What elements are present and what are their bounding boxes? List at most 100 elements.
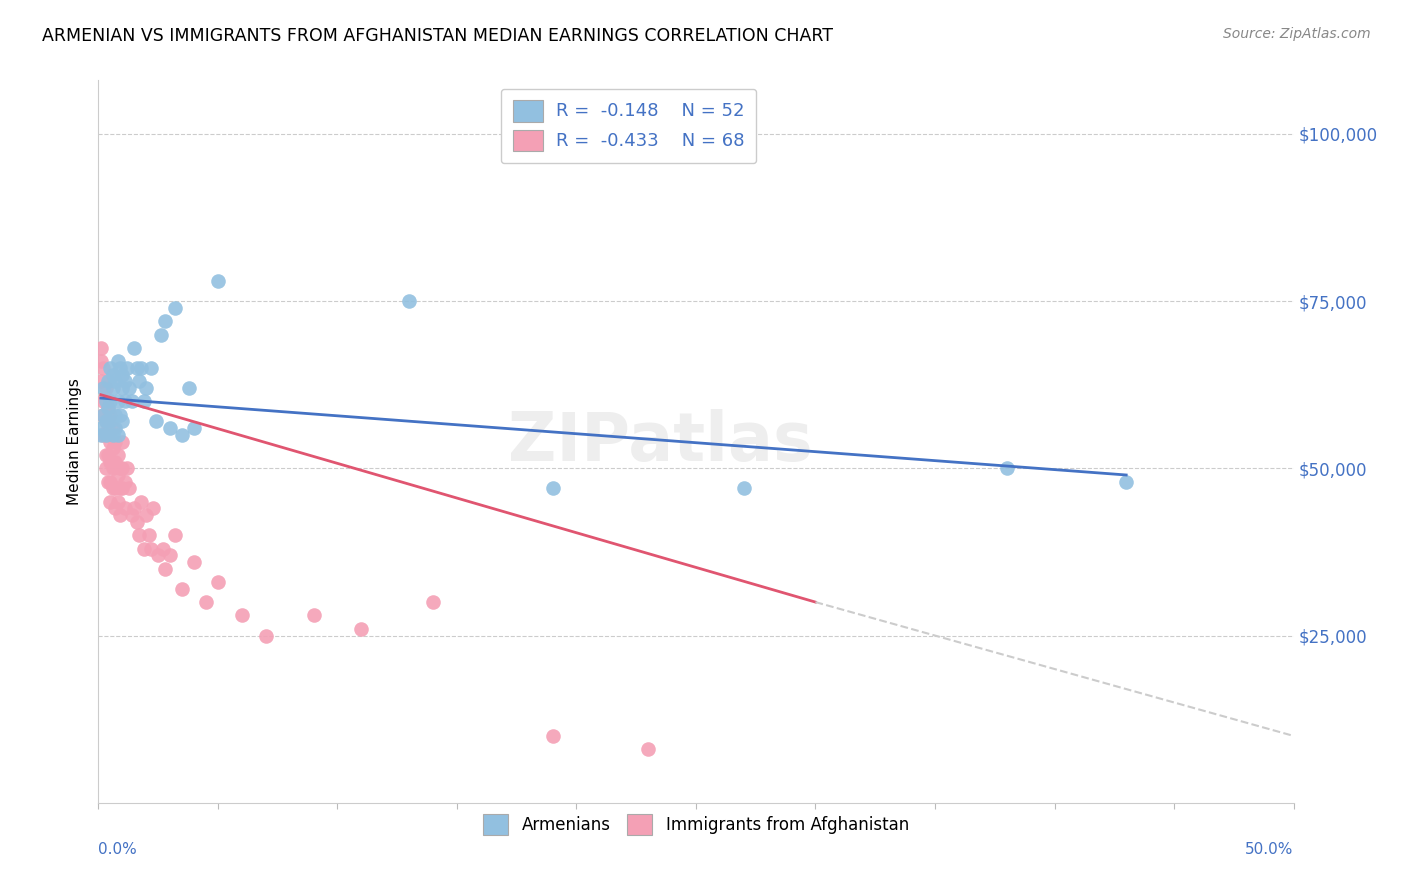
Point [114,375,136,389]
Point [637,742,659,756]
Point [91,408,114,422]
Point [121,508,143,523]
Point [163,528,186,542]
Point [155,314,177,328]
Point [101,421,124,435]
Point [90,341,112,355]
Point [101,482,124,496]
Point [98,394,122,409]
Point [98,475,122,489]
Point [148,548,170,563]
Point [111,381,134,395]
Point [104,408,127,422]
Point [124,501,146,516]
Point [97,401,120,416]
Point [183,421,205,435]
Point [90,427,112,442]
Point [128,375,150,389]
Point [101,441,124,455]
Point [121,394,143,409]
Point [159,421,181,435]
Point [114,475,136,489]
Point [422,595,444,609]
Point [125,515,148,529]
Point [94,381,117,395]
Point [94,461,117,475]
Point [91,408,114,422]
Point [98,408,122,422]
Point [231,608,253,623]
Point [124,341,146,355]
Point [115,361,138,376]
Point [149,327,172,342]
Point [97,475,120,489]
Point [101,381,124,395]
Point [131,494,153,508]
Point [107,354,129,368]
Point [159,548,181,563]
Point [108,508,131,523]
Point [172,427,194,442]
Point [163,301,186,315]
Point [142,501,165,516]
Text: 0.0%: 0.0% [98,842,138,856]
Point [995,461,1018,475]
Point [104,375,127,389]
Point [183,555,205,569]
Point [1115,475,1137,489]
Y-axis label: Median Earnings: Median Earnings [67,378,83,505]
Point [91,361,114,376]
Point [107,494,129,508]
Point [94,414,117,428]
Point [135,381,157,395]
Point [128,528,150,542]
Point [94,427,117,442]
Text: Source: ZipAtlas.com: Source: ZipAtlas.com [1223,27,1371,41]
Point [104,454,127,469]
Point [94,427,117,442]
Point [111,368,134,382]
Point [138,528,160,542]
Point [101,427,124,442]
Point [94,394,117,409]
Point [114,394,136,409]
Point [195,595,218,609]
Point [107,427,129,442]
Point [131,361,153,376]
Point [97,375,120,389]
Point [97,401,120,416]
Point [98,454,122,469]
Point [91,394,114,409]
Point [132,394,155,409]
Point [97,448,120,462]
Point [172,582,194,596]
Point [108,461,131,475]
Point [111,482,134,496]
Point [98,414,122,428]
Point [132,541,155,556]
Point [101,461,124,475]
Point [98,434,122,449]
Legend: Armenians, Immigrants from Afghanistan: Armenians, Immigrants from Afghanistan [477,808,915,841]
Point [104,501,127,516]
Point [98,494,122,508]
Point [98,361,122,376]
Point [104,434,127,449]
Point [90,354,112,368]
Point [97,421,120,435]
Point [541,482,564,496]
Point [398,293,420,308]
Point [254,628,277,642]
Point [90,421,112,435]
Point [155,562,177,576]
Point [114,501,136,516]
Point [104,482,127,496]
Point [125,361,148,376]
Point [139,361,162,376]
Point [94,448,117,462]
Point [91,427,114,442]
Point [152,541,174,556]
Point [207,575,229,590]
Point [118,482,141,496]
Point [179,381,201,395]
